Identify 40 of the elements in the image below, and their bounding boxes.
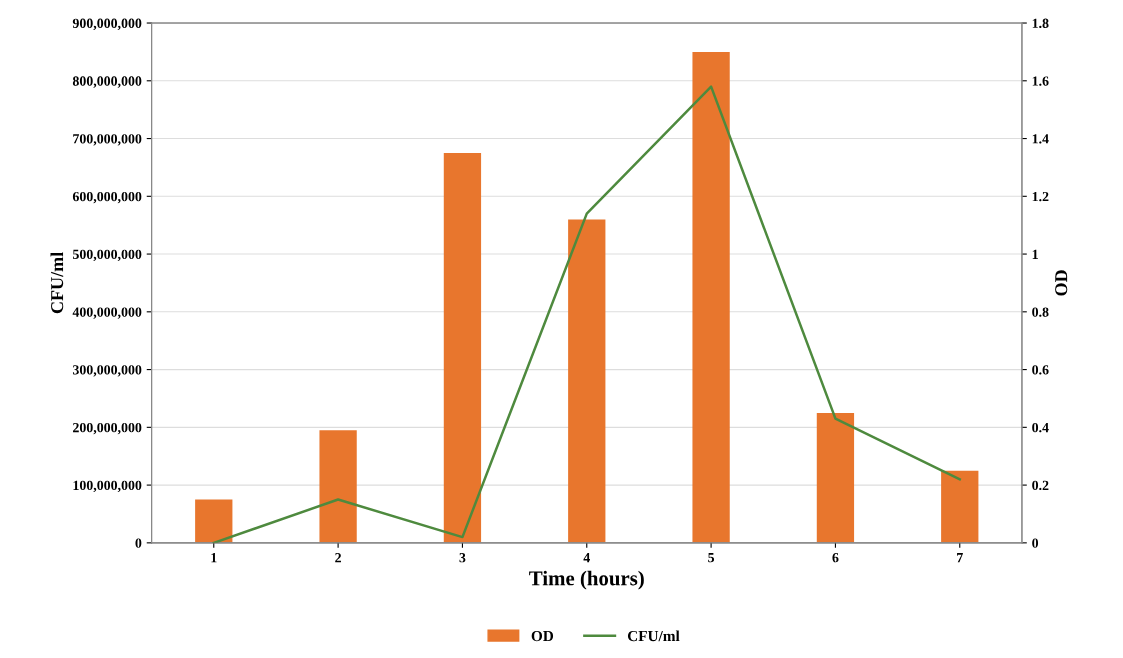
y2-axis-title: OD <box>1055 270 1068 296</box>
y2-tick-label: 0.8 <box>1032 307 1049 317</box>
bar <box>692 51 730 543</box>
bar <box>568 219 606 543</box>
line-series <box>212 85 962 543</box>
bar <box>941 470 979 543</box>
y2-tick-label: 0.4 <box>1032 422 1049 433</box>
x-axis-title: Time (hours) <box>529 570 644 590</box>
x-tick-label: 6 <box>832 553 839 563</box>
y2-tick-label: 1.8 <box>1032 18 1049 29</box>
y-tick-label: 200,000,000 <box>73 422 142 435</box>
legend-label: CFU/ml <box>627 630 680 642</box>
y-tick-label: 900,000,000 <box>72 18 142 30</box>
x-tick-label: 1 <box>211 553 217 563</box>
x-tick-label: 2 <box>335 553 341 563</box>
y2-tick-label: 1.2 <box>1032 191 1049 202</box>
legend-label: OD <box>531 630 554 642</box>
y2-tick-label: 0.6 <box>1032 365 1049 375</box>
bar <box>443 152 482 543</box>
y2-tick-label: 0.2 <box>1032 480 1049 491</box>
y-tick-label: 600,000,000 <box>72 191 142 204</box>
x-tick-label: 5 <box>708 553 715 563</box>
y-tick-label: 300,000,000 <box>72 365 142 377</box>
y2-tick-label: 0 <box>1032 538 1039 548</box>
y-tick-label: 100,000,000 <box>73 480 142 493</box>
y-axis-title: CFU/ml <box>50 252 64 314</box>
y2-tick-label: 1 <box>1032 249 1038 259</box>
y-tick-label: 800,000,000 <box>72 76 142 88</box>
y-tick-label: 0 <box>135 538 142 548</box>
bar <box>319 430 357 543</box>
x-tick-label: 4 <box>583 553 590 563</box>
x-tick-label: 3 <box>459 553 466 563</box>
y2-tick-label: 1.4 <box>1032 134 1049 144</box>
y-tick-label: 500,000,000 <box>72 249 142 262</box>
bar <box>195 499 233 543</box>
y2-tick-label: 1.6 <box>1032 76 1049 86</box>
y-tick-label: 400,000,000 <box>72 307 142 319</box>
x-tick-label: 7 <box>957 553 963 563</box>
bar <box>816 412 855 543</box>
y-tick-label: 700,000,000 <box>73 134 142 146</box>
